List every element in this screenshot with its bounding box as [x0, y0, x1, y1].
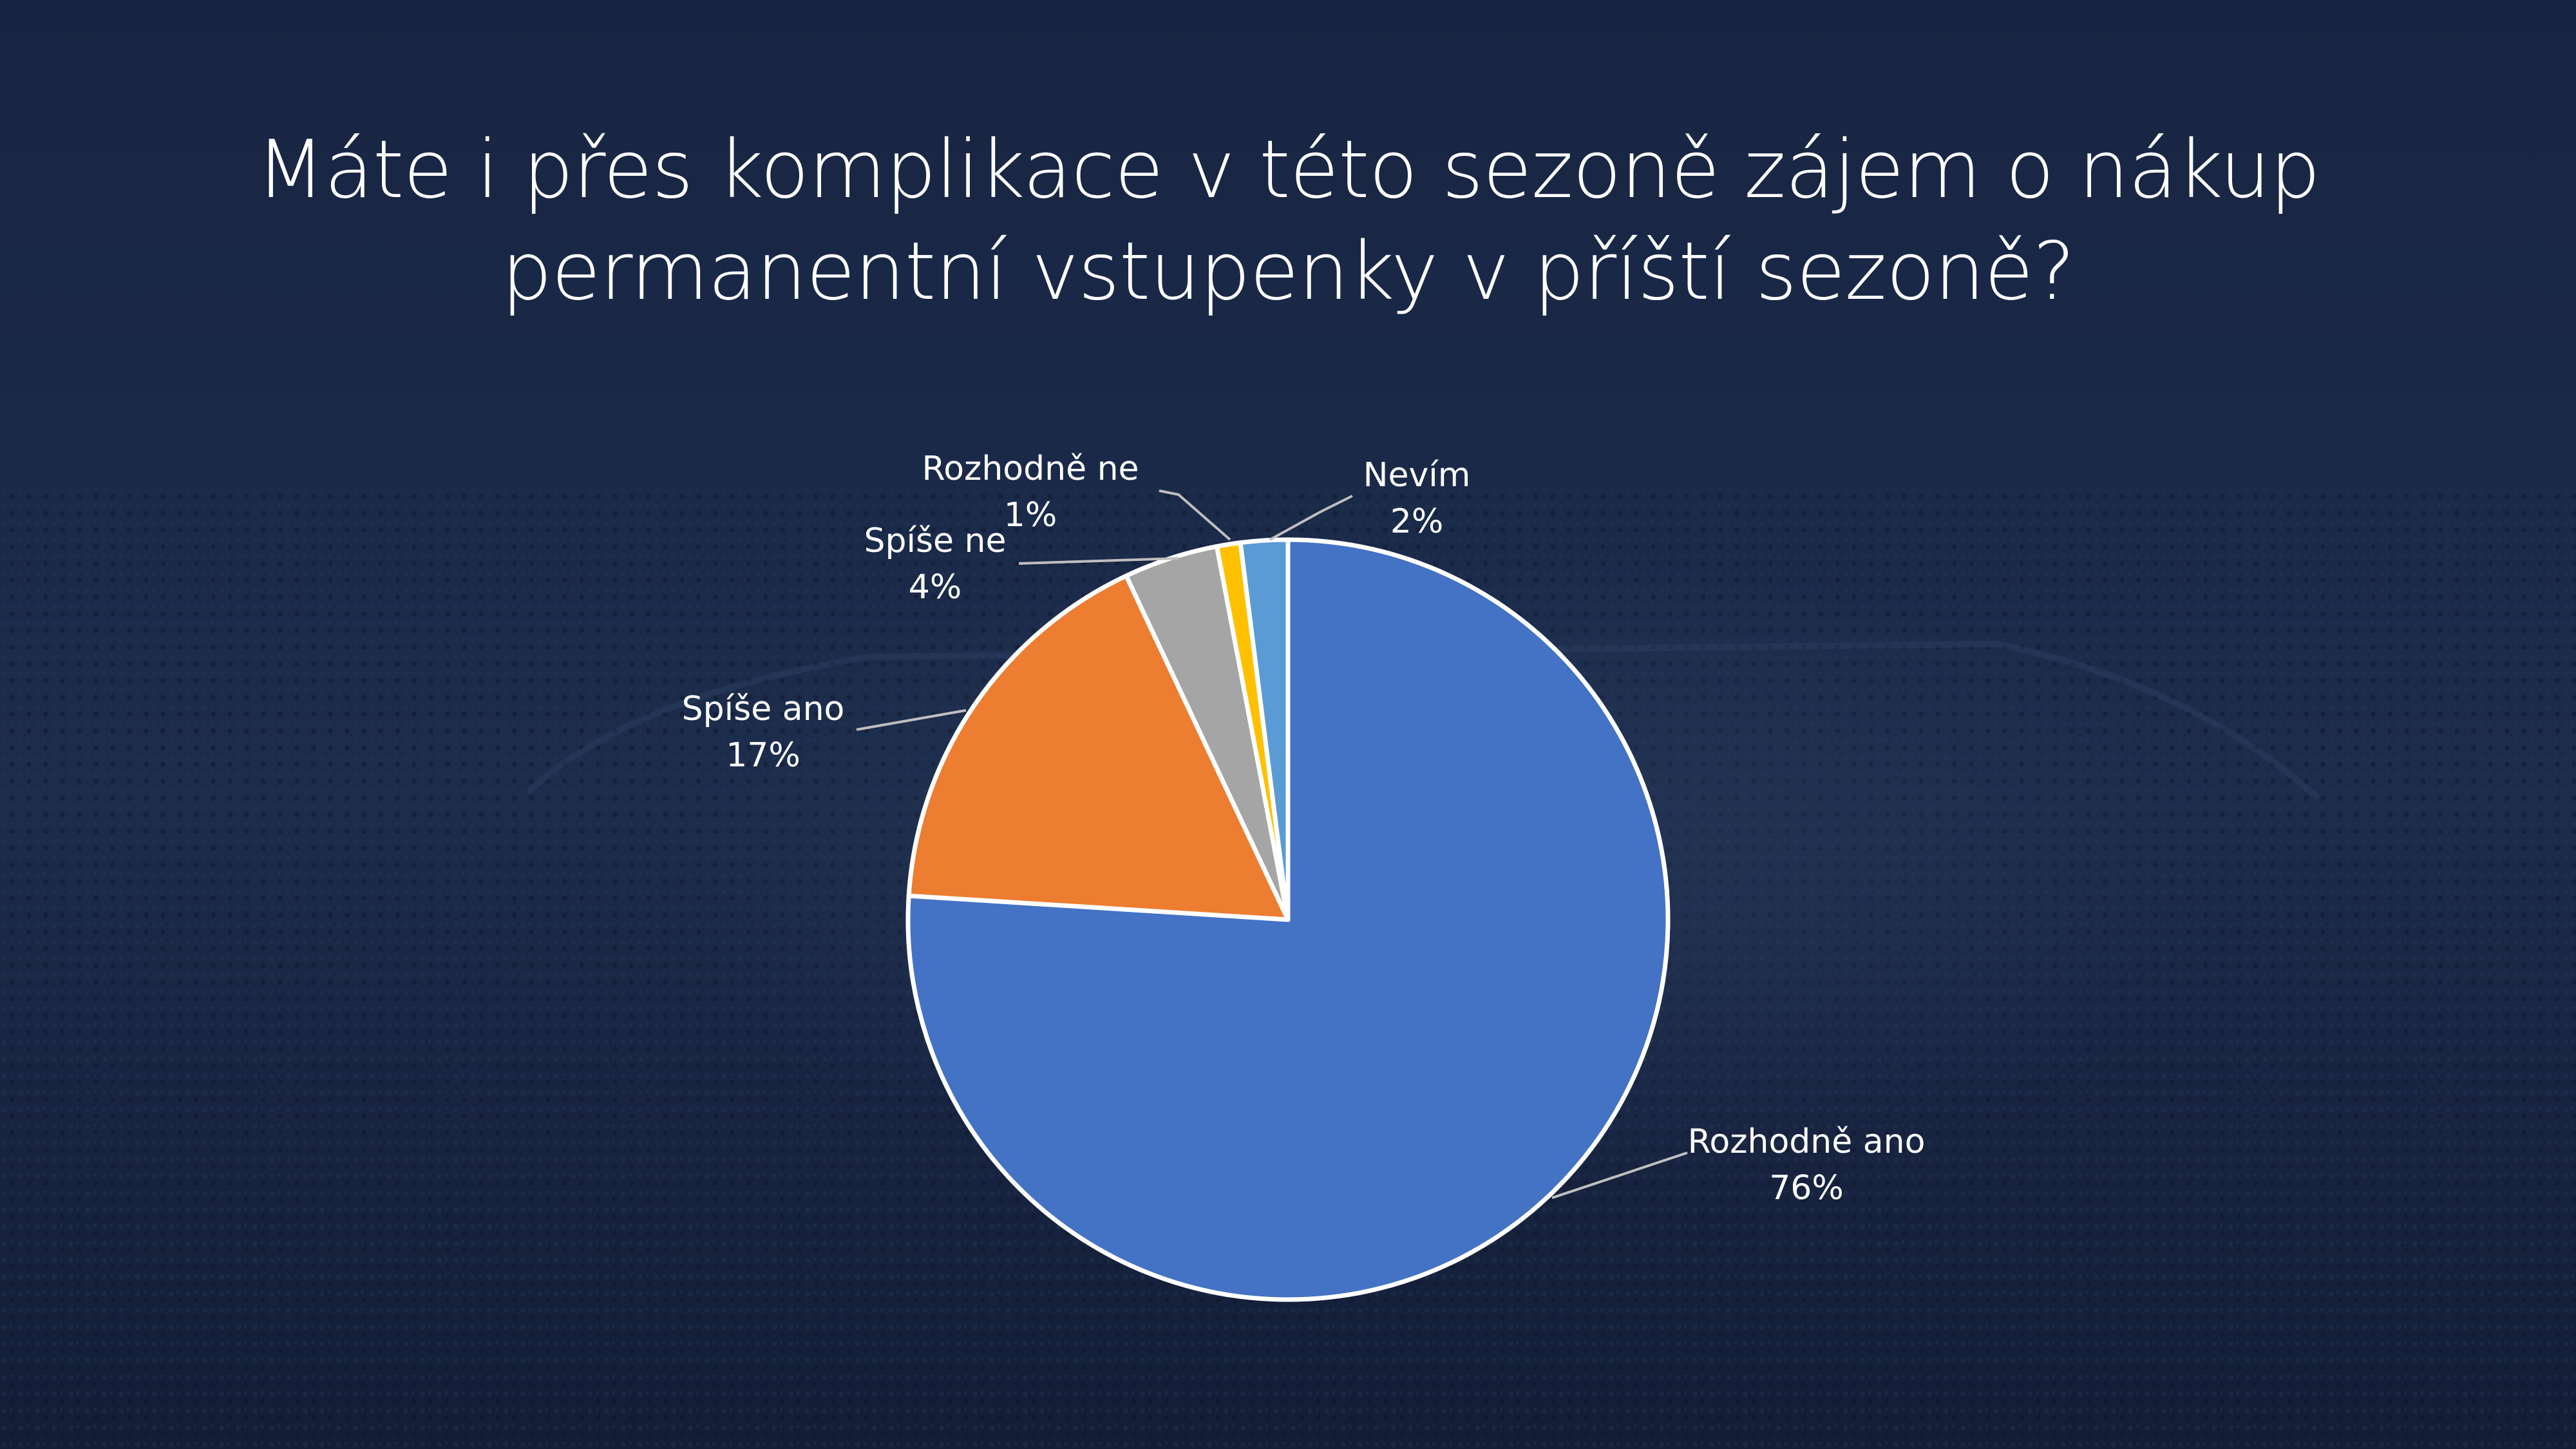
pie-slice-4: [1238, 537, 1291, 922]
slice-label-1: Spíše ano: [682, 690, 845, 728]
pie-slice-0: [905, 537, 1671, 1302]
slice-label-0: Rozhodně ano: [1688, 1122, 1926, 1161]
leader-line-3: [1159, 489, 1231, 541]
slice-value-label-2: 4%: [909, 568, 962, 607]
slice-label-4: Nevím: [1363, 456, 1471, 495]
pie-slice-1: [906, 573, 1291, 922]
chart-title: Máte i přes komplikace v této sezoně záj…: [256, 124, 2321, 318]
slice-value-label-4: 2%: [1390, 502, 1444, 541]
slice-value-label-3: 1%: [1004, 496, 1057, 535]
slice-value-label-0: 76%: [1769, 1169, 1844, 1208]
leader-line-4: [1269, 495, 1353, 541]
leader-line-2: [1018, 557, 1179, 565]
leader-line-1: [856, 709, 967, 731]
slice-value-label-1: 17%: [726, 736, 800, 775]
slice-label-2: Spíše ne: [864, 522, 1006, 560]
slice-label-3: Rozhodně ne: [922, 450, 1139, 488]
leader-line-0: [1551, 1151, 1688, 1199]
